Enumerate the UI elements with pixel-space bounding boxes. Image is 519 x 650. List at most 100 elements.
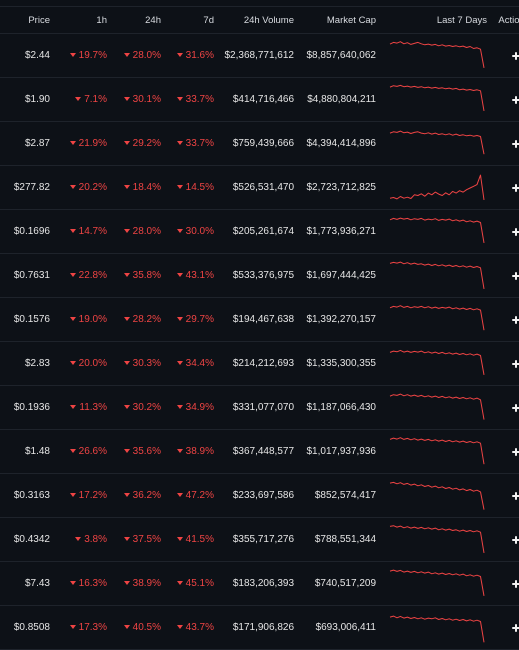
price-value: $2.83 [24, 358, 50, 369]
actions-cell [489, 473, 519, 518]
table-row[interactable]: $7.43 16.3% 38.9% 45.1% $183,206,393 $740,517… [0, 561, 519, 606]
sparkline-chart [389, 349, 485, 375]
column-header-price[interactable]: Price [0, 7, 54, 34]
sparkline-cell [388, 561, 489, 606]
change-24h-value: 35.6% [132, 446, 161, 457]
change-24h-cell: 36.2% [107, 473, 161, 518]
sparkline-path [389, 174, 485, 200]
column-header-24h[interactable]: 24h [107, 7, 161, 34]
market-cap-value: $693,006,411 [315, 622, 376, 633]
table-row[interactable]: $1.90 7.1% 30.1% 33.7% $414,716,466 $4,880,80… [0, 77, 519, 122]
table-row[interactable]: $0.1936 11.3% 30.2% 34.9% $331,077,070 $1,187… [0, 385, 519, 430]
plus-icon[interactable] [510, 314, 519, 326]
table-row[interactable]: $0.7631 22.8% 35.8% 43.1% $533,376,975 $1,697… [0, 253, 519, 298]
price-value: $0.1576 [13, 314, 50, 325]
plus-icon[interactable] [510, 622, 519, 634]
change-1h-cell: 19.7% [54, 33, 107, 78]
column-header-1h[interactable]: 1h [54, 7, 107, 34]
plus-icon[interactable] [510, 270, 519, 282]
change-24h-value: 28.0% [132, 226, 161, 237]
table-row[interactable]: $2.44 19.7% 28.0% 31.6% $2,368,771,612 $8,857… [0, 33, 519, 78]
volume-value: $2,368,771,612 [224, 50, 294, 61]
change-1h-cell: 20.2% [54, 165, 107, 210]
actions-cell [489, 253, 519, 298]
table-row[interactable]: $2.83 20.0% 30.3% 34.4% $214,212,693 $1,335,3… [0, 341, 519, 386]
caret-down-icon [123, 449, 130, 453]
row-actions [489, 226, 519, 238]
caret-down-icon [69, 185, 76, 189]
caret-down-icon [176, 97, 183, 101]
row-actions [489, 446, 519, 458]
table-row[interactable]: $277.82 20.2% 18.4% 14.5% $526,531,470 $2,723… [0, 165, 519, 210]
column-header-actions: Actions [489, 7, 519, 34]
market-cap-value: $740,517,209 [314, 578, 376, 589]
change-1h-value: 19.7% [78, 50, 107, 61]
change-7d-value: 47.2% [185, 490, 214, 501]
change-1h-cell: 11.3% [54, 385, 107, 430]
column-header-24h-volume[interactable]: 24h Volume [214, 7, 296, 34]
change-24h-value: 30.3% [132, 358, 161, 369]
change-1h-cell: 17.2% [54, 473, 107, 518]
plus-icon[interactable] [510, 402, 519, 414]
plus-icon[interactable] [510, 226, 519, 238]
price-value: $0.1696 [13, 226, 50, 237]
market-cap-value: $2,723,712,825 [306, 182, 376, 193]
sparkline-chart [389, 217, 485, 243]
volume-value: $367,448,577 [232, 446, 294, 457]
change-7d-value: 45.1% [185, 578, 214, 589]
change-7d-value: 34.9% [185, 402, 214, 413]
sparkline-chart [389, 84, 485, 111]
change-1h-value: 21.9% [78, 138, 107, 149]
volume-value: $331,077,070 [232, 402, 294, 413]
market-cap-cell: $8,857,640,062 [296, 33, 388, 78]
table-row[interactable]: $0.1576 19.0% 28.2% 29.7% $194,467,638 $1,392… [0, 297, 519, 342]
market-cap-cell: $1,392,270,157 [296, 297, 388, 342]
table-row[interactable]: $0.1696 14.7% 28.0% 30.0% $205,261,674 $1,773… [0, 209, 519, 254]
change-7d-cell: 33.7% [161, 77, 214, 122]
sparkline-cell [388, 121, 489, 166]
market-cap-value: $4,394,414,896 [306, 138, 376, 149]
caret-down-icon [176, 53, 183, 57]
market-cap-cell: $788,551,344 [296, 517, 388, 562]
volume-cell: $533,376,975 [214, 253, 296, 298]
market-cap-value: $1,187,066,430 [306, 402, 376, 413]
actions-cell [489, 77, 519, 122]
table-row[interactable]: $0.3163 17.2% 36.2% 47.2% $233,697,586 $852,5… [0, 473, 519, 518]
caret-down-icon [176, 405, 183, 409]
price-value: $2.87 [24, 138, 50, 149]
plus-icon[interactable] [510, 182, 519, 194]
caret-down-icon [176, 449, 183, 453]
volume-cell: $367,448,577 [214, 429, 296, 474]
caret-down-icon [69, 229, 76, 233]
table-row[interactable]: $0.4342 3.8% 37.5% 41.5% $355,717,276 $788,55… [0, 517, 519, 562]
row-actions [489, 50, 519, 62]
plus-icon[interactable] [510, 446, 519, 458]
change-7d-value: 14.5% [185, 182, 214, 193]
plus-icon[interactable] [510, 50, 519, 62]
plus-icon[interactable] [510, 358, 519, 370]
sparkline-path [389, 217, 485, 243]
change-1h-value: 22.8% [78, 270, 107, 281]
market-cap-cell: $1,017,937,936 [296, 429, 388, 474]
sparkline-chart [389, 130, 485, 154]
plus-icon[interactable] [510, 490, 519, 502]
plus-icon[interactable] [510, 138, 519, 150]
table-row[interactable]: $1.48 26.6% 35.6% 38.9% $367,448,577 $1,017,9… [0, 429, 519, 474]
plus-icon[interactable] [510, 94, 519, 106]
sparkline-path [389, 524, 485, 553]
column-header-7d[interactable]: 7d [161, 7, 214, 34]
actions-cell [489, 385, 519, 430]
sparkline-chart [389, 174, 485, 200]
sparkline-chart [389, 436, 485, 464]
sparkline-path [389, 349, 485, 375]
table-row[interactable]: $2.87 21.9% 29.2% 33.7% $759,439,666 $4,394,4… [0, 121, 519, 166]
plus-icon[interactable] [510, 534, 519, 546]
caret-down-icon [123, 141, 130, 145]
change-1h-cell: 14.7% [54, 209, 107, 254]
caret-down-icon [69, 625, 76, 629]
plus-icon[interactable] [510, 578, 519, 590]
change-7d-value: 29.7% [185, 314, 214, 325]
caret-down-icon [75, 97, 82, 101]
column-header-market-cap[interactable]: Market Cap [296, 7, 388, 34]
table-row[interactable]: $0.8508 17.3% 40.5% 43.7% $171,906,826 $693,0… [0, 605, 519, 650]
